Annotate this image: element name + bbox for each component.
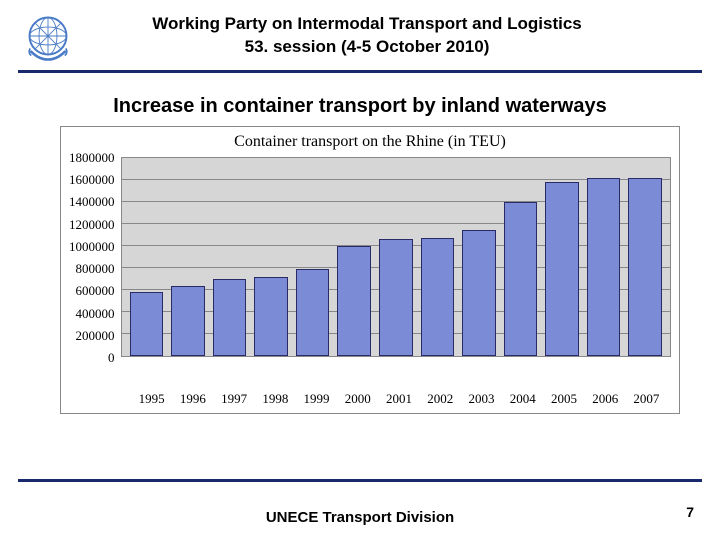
xtick-label: 2000 [341, 391, 374, 407]
bars-group [122, 158, 671, 356]
header-title-line1: Working Party on Intermodal Transport an… [94, 13, 640, 36]
xtick-label: 1997 [217, 391, 250, 407]
bar [587, 178, 621, 356]
bar [628, 178, 662, 356]
bar [462, 230, 496, 357]
bar [254, 277, 288, 356]
xtick-label: 2005 [547, 391, 580, 407]
x-axis: 1995 1996 1997 1998 1999 2000 2001 2002 2003 2004… [127, 387, 671, 407]
chart-plot: 1800000160000014000001200000100000080000… [69, 157, 671, 387]
chart-title: Container transport on the Rhine (in TEU… [69, 133, 671, 151]
xtick-label: 2003 [465, 391, 498, 407]
xtick-label: 1996 [176, 391, 209, 407]
y-axis: 1800000160000014000001200000100000080000… [69, 157, 121, 357]
xtick-label: 1999 [300, 391, 333, 407]
footer-text: UNECE Transport Division [0, 509, 720, 526]
bar [379, 239, 413, 356]
bar [504, 202, 538, 356]
xtick-label: 2006 [589, 391, 622, 407]
bar [421, 238, 455, 356]
bar [296, 269, 330, 356]
plot-area [121, 157, 672, 357]
xtick-label: 2002 [424, 391, 457, 407]
page-number: 7 [686, 504, 694, 520]
xtick-label: 1998 [259, 391, 292, 407]
bar [545, 182, 579, 356]
slide-header: Working Party on Intermodal Transport an… [0, 0, 720, 70]
rule-top [18, 70, 702, 73]
un-logo-icon [20, 8, 76, 64]
slide-subtitle: Increase in container transport by inlan… [0, 95, 720, 118]
xtick-label: 2004 [506, 391, 539, 407]
xtick-label: 2007 [630, 391, 663, 407]
chart-container: Container transport on the Rhine (in TEU… [60, 126, 680, 414]
bar [213, 279, 247, 356]
xtick-label: 1995 [135, 391, 168, 407]
header-title-line2: 53. session (4-5 October 2010) [94, 36, 640, 59]
header-title: Working Party on Intermodal Transport an… [94, 13, 700, 59]
rule-bottom [18, 479, 702, 482]
bar [337, 246, 371, 356]
xtick-label: 2001 [382, 391, 415, 407]
bar [130, 292, 164, 356]
bar [171, 286, 205, 356]
